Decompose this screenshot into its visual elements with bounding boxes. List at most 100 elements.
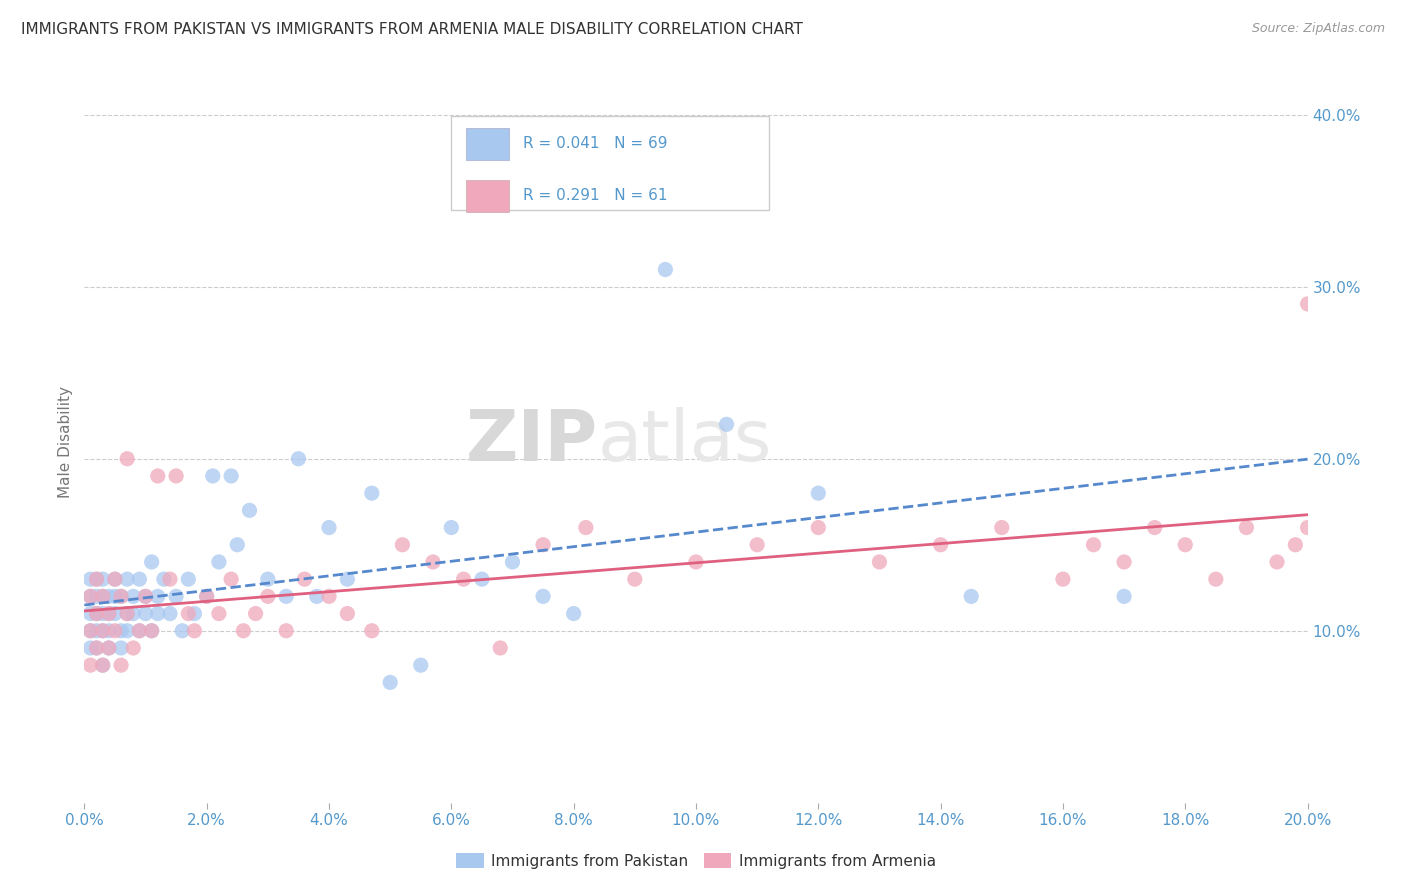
Point bbox=[685, 555, 707, 569]
Point bbox=[305, 590, 328, 604]
Point bbox=[128, 572, 150, 586]
Point bbox=[1296, 520, 1319, 534]
Point bbox=[122, 640, 145, 655]
Point bbox=[128, 624, 150, 638]
Point bbox=[219, 469, 242, 483]
Point bbox=[562, 607, 585, 621]
Bar bbox=[465, 128, 509, 161]
Point bbox=[86, 607, 108, 621]
Legend: Immigrants from Pakistan, Immigrants from Armenia: Immigrants from Pakistan, Immigrants fro… bbox=[450, 847, 942, 875]
Point bbox=[159, 572, 181, 586]
Point bbox=[257, 590, 280, 604]
Point bbox=[122, 590, 145, 604]
Point bbox=[97, 590, 120, 604]
Point bbox=[360, 624, 382, 638]
Point bbox=[172, 624, 194, 638]
Point bbox=[208, 607, 231, 621]
Point bbox=[86, 640, 108, 655]
Point bbox=[531, 538, 554, 552]
Point bbox=[380, 675, 402, 690]
Point bbox=[177, 607, 200, 621]
Y-axis label: Male Disability: Male Disability bbox=[58, 385, 73, 498]
Point bbox=[276, 590, 298, 604]
Point bbox=[183, 624, 205, 638]
Point bbox=[960, 590, 983, 604]
Point bbox=[115, 607, 138, 621]
Point bbox=[238, 503, 260, 517]
Point bbox=[183, 607, 205, 621]
Text: R = 0.291   N = 61: R = 0.291 N = 61 bbox=[523, 188, 668, 203]
Point bbox=[91, 658, 114, 673]
Point bbox=[318, 590, 340, 604]
Point bbox=[79, 572, 101, 586]
Point bbox=[79, 624, 101, 638]
Point bbox=[422, 555, 444, 569]
FancyBboxPatch shape bbox=[451, 117, 769, 211]
Bar bbox=[465, 179, 509, 212]
Point bbox=[1236, 520, 1258, 534]
Point bbox=[86, 624, 108, 638]
Point bbox=[1284, 538, 1306, 552]
Point bbox=[91, 658, 114, 673]
Point bbox=[165, 469, 187, 483]
Point bbox=[165, 590, 187, 604]
Point bbox=[1114, 590, 1136, 604]
Point bbox=[91, 572, 114, 586]
Point bbox=[747, 538, 769, 552]
Point bbox=[104, 624, 127, 638]
Point bbox=[294, 572, 316, 586]
Point bbox=[91, 624, 114, 638]
Point bbox=[654, 262, 676, 277]
Point bbox=[391, 538, 413, 552]
Point bbox=[1083, 538, 1105, 552]
Text: ZIP: ZIP bbox=[465, 407, 598, 476]
Point bbox=[146, 469, 169, 483]
Point bbox=[86, 572, 108, 586]
Point bbox=[716, 417, 738, 432]
Point bbox=[141, 624, 163, 638]
Point bbox=[1296, 297, 1319, 311]
Point bbox=[91, 624, 114, 638]
Point bbox=[86, 640, 108, 655]
Point bbox=[110, 590, 132, 604]
Point bbox=[409, 658, 432, 673]
Point bbox=[1265, 555, 1288, 569]
Point bbox=[135, 590, 157, 604]
Point bbox=[79, 624, 101, 638]
Point bbox=[128, 624, 150, 638]
Point bbox=[318, 520, 340, 534]
Point bbox=[86, 590, 108, 604]
Point bbox=[869, 555, 891, 569]
Point bbox=[135, 607, 157, 621]
Point bbox=[257, 572, 280, 586]
Point bbox=[110, 624, 132, 638]
Point bbox=[79, 640, 101, 655]
Point bbox=[1143, 520, 1166, 534]
Point bbox=[79, 590, 101, 604]
Text: atlas: atlas bbox=[598, 407, 772, 476]
Text: Source: ZipAtlas.com: Source: ZipAtlas.com bbox=[1251, 22, 1385, 36]
Point bbox=[110, 640, 132, 655]
Point bbox=[146, 607, 169, 621]
Point bbox=[232, 624, 254, 638]
Point bbox=[135, 590, 157, 604]
Point bbox=[141, 555, 163, 569]
Point bbox=[110, 590, 132, 604]
Point bbox=[115, 607, 138, 621]
Point bbox=[122, 607, 145, 621]
Point bbox=[471, 572, 494, 586]
Point bbox=[201, 469, 224, 483]
Point bbox=[97, 624, 120, 638]
Point bbox=[195, 590, 218, 604]
Point bbox=[929, 538, 952, 552]
Point bbox=[79, 658, 101, 673]
Point bbox=[624, 572, 647, 586]
Point bbox=[1114, 555, 1136, 569]
Point bbox=[245, 607, 267, 621]
Point bbox=[159, 607, 181, 621]
Point bbox=[991, 520, 1014, 534]
Point bbox=[807, 486, 830, 500]
Point bbox=[91, 607, 114, 621]
Point bbox=[86, 607, 108, 621]
Point bbox=[276, 624, 298, 638]
